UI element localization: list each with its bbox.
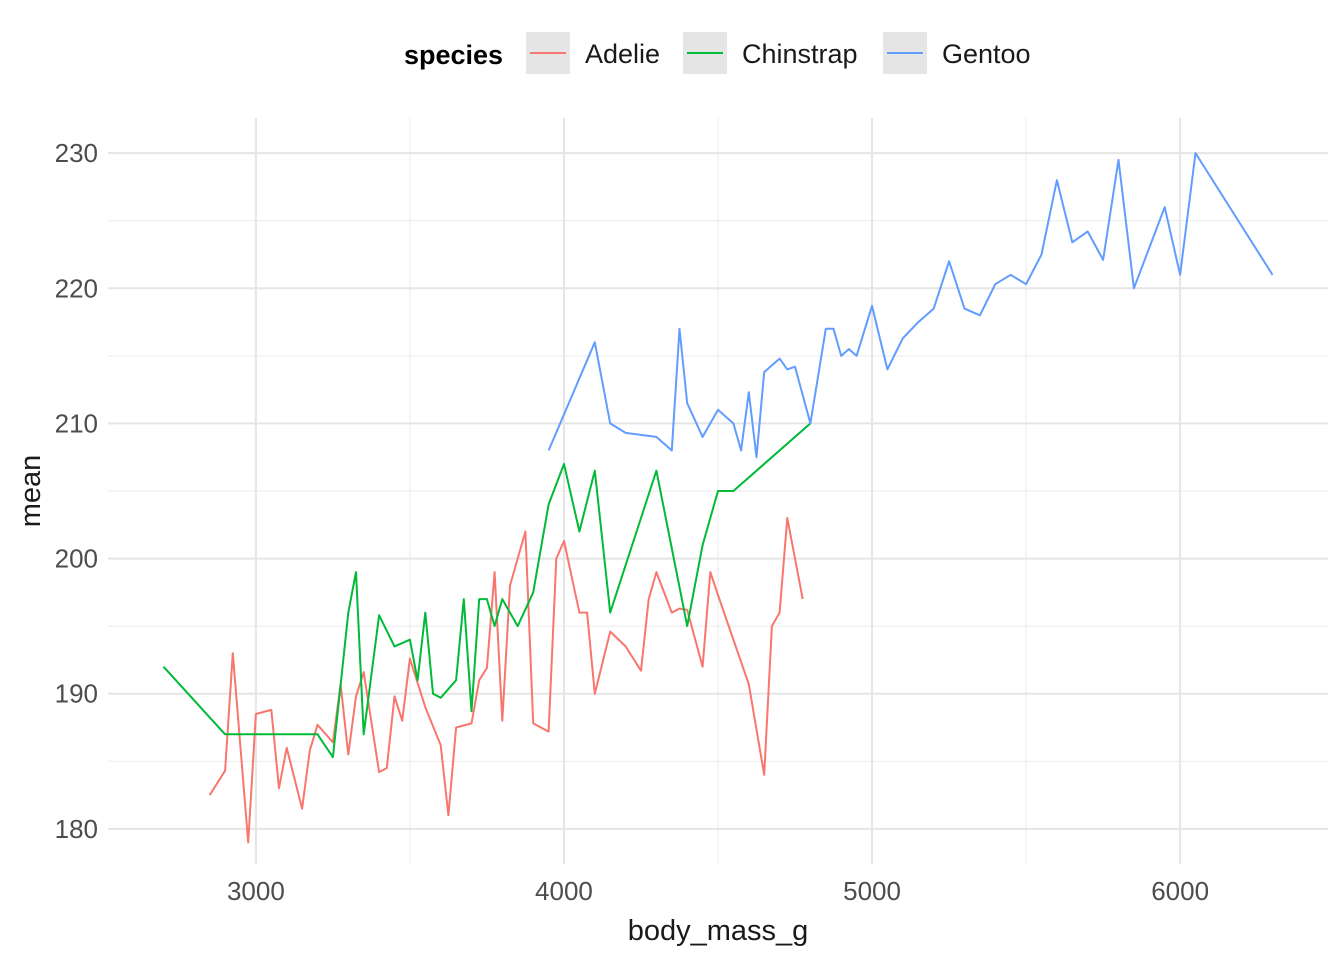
- x-tick-label: 5000: [843, 876, 901, 906]
- x-tick-label: 4000: [535, 876, 593, 906]
- series-layer: [162, 152, 1274, 844]
- legend-item-chinstrap: Chinstrap: [683, 32, 858, 74]
- series-line-gentoo: [547, 152, 1274, 459]
- y-tick-label: 180: [55, 814, 98, 844]
- legend-label: Gentoo: [942, 39, 1031, 69]
- x-tick-label: 6000: [1151, 876, 1209, 906]
- grid-layer: [108, 118, 1328, 864]
- x-tick-label: 3000: [227, 876, 285, 906]
- y-tick-label: 200: [55, 544, 98, 574]
- series-line-chinstrap: [162, 422, 812, 759]
- axis-layer: 3000 4000 5000 6000 180 190 200 210 220 230 body_m…: [15, 138, 1209, 947]
- y-tick-label: 210: [55, 408, 98, 438]
- x-axis-title: body_mass_g: [628, 915, 809, 947]
- legend-item-gentoo: Gentoo: [883, 32, 1031, 74]
- legend-label: Adelie: [585, 39, 660, 69]
- y-axis-title: mean: [15, 455, 47, 528]
- legend-title: species: [404, 40, 503, 70]
- y-tick-label: 190: [55, 679, 98, 709]
- y-tick-label: 220: [55, 273, 98, 303]
- legend-item-adelie: Adelie: [526, 32, 660, 74]
- series-line-adelie: [208, 517, 804, 844]
- legend-label: Chinstrap: [742, 39, 858, 69]
- y-tick-label: 230: [55, 138, 98, 168]
- legend: species Adelie Chinstrap Gentoo: [404, 32, 1031, 74]
